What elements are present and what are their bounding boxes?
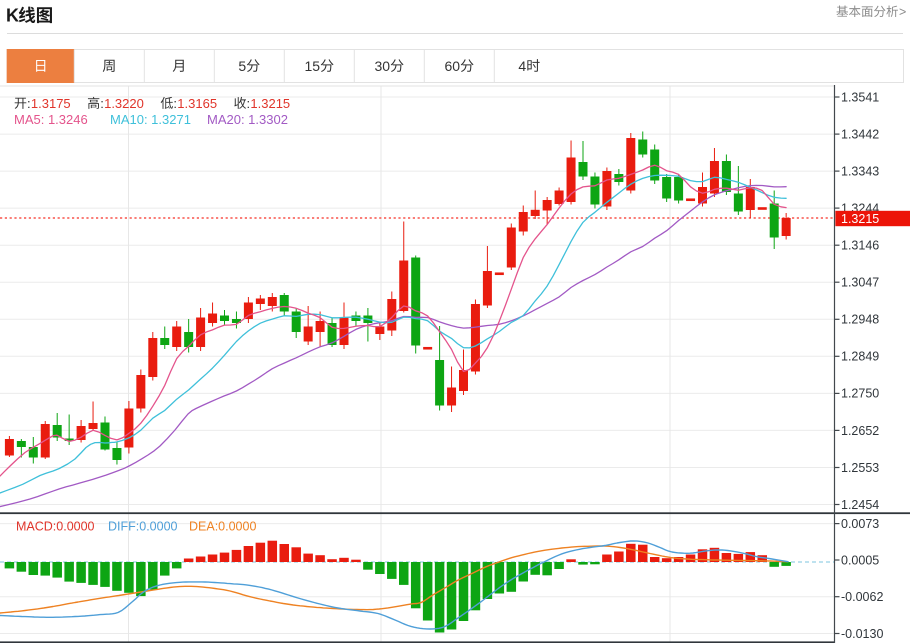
svg-text:-0.0062: -0.0062 [841,590,883,604]
svg-text:0.0005: 0.0005 [841,553,879,567]
svg-text::: : [27,96,31,111]
svg-text:1.3215: 1.3215 [841,212,879,226]
svg-text:DIFF:0.0000: DIFF:0.0000 [108,520,178,534]
svg-text:1.2454: 1.2454 [841,498,879,512]
svg-text:1.3165: 1.3165 [177,96,217,111]
svg-text:1.3175: 1.3175 [31,96,71,111]
svg-text:MACD:0.0000: MACD:0.0000 [16,520,95,534]
svg-text:4: 4 [518,58,526,74]
svg-text:1.3343: 1.3343 [841,164,879,178]
svg-text:MA20: 1.3302: MA20: 1.3302 [207,112,288,127]
svg-text:MA10: 1.3271: MA10: 1.3271 [110,112,191,127]
svg-text:1.3442: 1.3442 [841,127,879,141]
svg-text:DEA:0.0000: DEA:0.0000 [189,520,256,534]
svg-text:MA5: 1.3246: MA5: 1.3246 [14,112,88,127]
svg-text:K: K [6,6,19,26]
svg-text:1.2849: 1.2849 [841,350,879,364]
svg-text:15: 15 [305,58,321,74]
svg-text:1.3541: 1.3541 [841,90,879,104]
svg-text:1.2948: 1.2948 [841,313,879,327]
svg-text:1.3047: 1.3047 [841,276,879,290]
svg-text:1.2652: 1.2652 [841,424,879,438]
svg-text:1.3215: 1.3215 [250,96,290,111]
svg-text:1.2553: 1.2553 [841,461,879,475]
svg-text:-0.0130: -0.0130 [841,627,883,641]
svg-text:1.3146: 1.3146 [841,239,879,253]
svg-text::: : [247,96,251,111]
svg-text:0.0073: 0.0073 [841,517,879,531]
svg-text::: : [173,96,177,111]
svg-text:60: 60 [445,58,461,74]
svg-text:30: 30 [375,58,391,74]
svg-text:>: > [899,5,906,19]
svg-text:1.2750: 1.2750 [841,387,879,401]
svg-text:1.3220: 1.3220 [104,96,144,111]
svg-text:5: 5 [238,58,246,74]
svg-text::: : [100,96,104,111]
